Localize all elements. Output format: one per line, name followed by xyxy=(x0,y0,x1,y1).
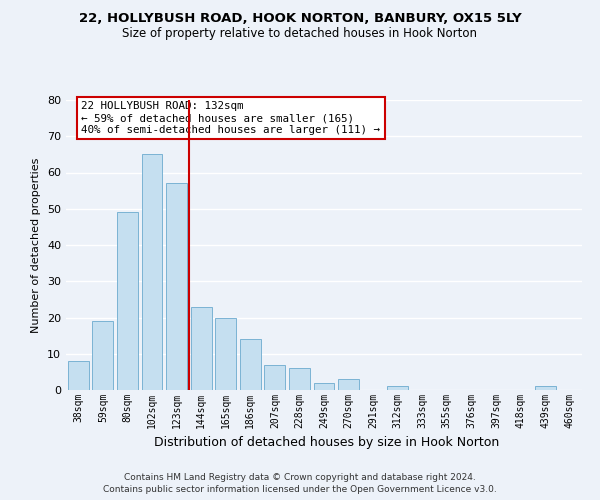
Bar xyxy=(387,386,408,390)
Bar xyxy=(117,212,138,390)
Bar xyxy=(289,368,310,390)
Bar xyxy=(191,306,212,390)
Y-axis label: Number of detached properties: Number of detached properties xyxy=(31,158,41,332)
Text: 22 HOLLYBUSH ROAD: 132sqm
← 59% of detached houses are smaller (165)
40% of semi: 22 HOLLYBUSH ROAD: 132sqm ← 59% of detac… xyxy=(82,102,380,134)
Bar xyxy=(142,154,163,390)
Bar xyxy=(240,339,261,390)
Bar xyxy=(535,386,556,390)
Text: Size of property relative to detached houses in Hook Norton: Size of property relative to detached ho… xyxy=(122,28,478,40)
Text: Contains public sector information licensed under the Open Government Licence v3: Contains public sector information licen… xyxy=(103,484,497,494)
Bar xyxy=(314,383,334,390)
Text: Contains HM Land Registry data © Crown copyright and database right 2024.: Contains HM Land Registry data © Crown c… xyxy=(124,473,476,482)
Text: Distribution of detached houses by size in Hook Norton: Distribution of detached houses by size … xyxy=(154,436,500,449)
Bar xyxy=(92,321,113,390)
Bar xyxy=(68,361,89,390)
Bar xyxy=(265,364,286,390)
Text: 22, HOLLYBUSH ROAD, HOOK NORTON, BANBURY, OX15 5LY: 22, HOLLYBUSH ROAD, HOOK NORTON, BANBURY… xyxy=(79,12,521,26)
Bar xyxy=(166,184,187,390)
Bar xyxy=(215,318,236,390)
Bar xyxy=(338,379,359,390)
